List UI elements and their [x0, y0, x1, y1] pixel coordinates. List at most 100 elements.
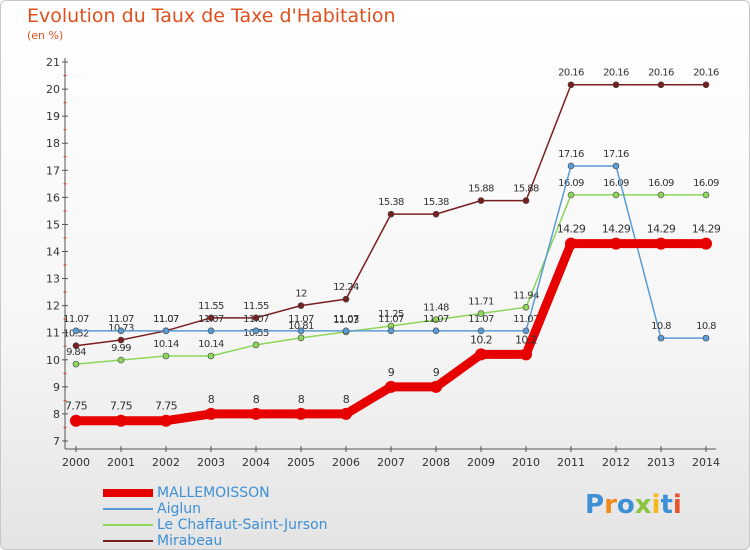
point-mirabeau — [342, 295, 350, 303]
x-tick-label: 2014 — [692, 456, 720, 469]
point-aiglun — [387, 327, 395, 335]
point-mallemoisson — [700, 237, 712, 250]
x-tick-label: 2000 — [62, 456, 90, 469]
data-label-le-chaffaut-saint-jurson: 10.14 — [198, 339, 224, 350]
x-tick-label: 2002 — [152, 456, 180, 469]
data-label-aiglun: 11.07 — [108, 314, 134, 325]
data-label-aiglun: 17.16 — [603, 149, 629, 160]
x-tick-label: 2009 — [467, 456, 495, 469]
point-aiglun — [72, 327, 80, 335]
x-tick-label: 2006 — [332, 456, 360, 469]
x-tick-label: 2012 — [602, 456, 630, 469]
data-label-aiglun: 11.07 — [513, 314, 539, 325]
point-mallemoisson — [655, 237, 667, 250]
data-label-mallemoisson: 14.29 — [602, 223, 631, 236]
y-tick-label: 21 — [46, 56, 60, 69]
data-label-mirabeau: 15.38 — [378, 197, 404, 208]
data-label-mallemoisson: 8 — [343, 393, 350, 406]
data-label-mallemoisson: 14.29 — [557, 223, 586, 236]
point-aiglun — [252, 327, 260, 335]
chart-subtitle: (en %) — [27, 29, 64, 42]
data-label-mirabeau: 12.24 — [333, 282, 359, 293]
point-aiglun — [657, 334, 665, 342]
point-mallemoisson — [475, 348, 487, 361]
legend-label-aiglun: Aiglun — [157, 501, 201, 517]
point-aiglun — [477, 327, 485, 335]
y-tick-label: 15 — [46, 218, 60, 231]
data-label-le-chaffaut-saint-jurson: 16.09 — [558, 178, 584, 189]
point-mirabeau — [432, 210, 440, 218]
point-mallemoisson — [70, 414, 82, 427]
data-label-aiglun: 10.8 — [651, 321, 671, 332]
data-label-mirabeau: 20.16 — [648, 68, 674, 79]
data-label-mallemoisson: 8 — [253, 393, 260, 406]
data-label-mallemoisson: 8 — [208, 393, 215, 406]
data-label-le-chaffaut-saint-jurson: 16.09 — [693, 178, 719, 189]
point-aiglun — [117, 327, 125, 335]
data-label-aiglun: 11.07 — [288, 314, 314, 325]
data-label-le-chaffaut-saint-jurson: 10.81 — [288, 321, 314, 332]
point-mirabeau — [477, 197, 485, 204]
data-label-aiglun: 11.07 — [378, 314, 404, 325]
data-label-mirabeau: 11.55 — [243, 301, 269, 312]
data-label-mallemoisson: 10.2 — [470, 333, 492, 346]
point-mirabeau — [702, 81, 710, 89]
point-aiglun — [162, 327, 170, 335]
legend-swatch-aiglun — [103, 508, 153, 510]
y-tick-label: 9 — [53, 381, 60, 394]
point-le-chaffaut-saint-jurson — [702, 191, 710, 199]
data-label-mallemoisson: 7.75 — [155, 400, 178, 413]
point-mallemoisson — [250, 407, 262, 420]
point-mallemoisson — [610, 237, 622, 250]
data-label-mallemoisson: 7.75 — [110, 400, 133, 413]
point-aiglun — [702, 334, 710, 342]
chart-title: Evolution du Taux de Taxe d'Habitation — [27, 5, 396, 27]
data-label-mallemoisson: 10.2 — [515, 333, 537, 346]
y-tick-label: 10 — [46, 354, 60, 367]
data-label-aiglun: 11.07 — [243, 314, 269, 325]
proxiti-logo: Proxiti — [585, 490, 682, 520]
data-label-le-chaffaut-saint-jurson: 11.25 — [378, 309, 404, 320]
data-label-mirabeau: 20.16 — [603, 68, 629, 79]
x-tick-label: 2008 — [422, 456, 450, 469]
legend-swatch-le-chaffaut — [103, 524, 153, 526]
data-label-aiglun: 10.8 — [696, 321, 716, 332]
y-tick-label: 17 — [46, 164, 60, 177]
point-le-chaffaut-saint-jurson — [297, 334, 305, 342]
x-tick-label: 2004 — [242, 456, 270, 469]
y-tick-label: 13 — [46, 273, 60, 286]
x-tick-label: 2005 — [287, 456, 315, 469]
point-aiglun — [297, 327, 305, 335]
legend-label-mallemoisson: MALLEMOISSON — [157, 485, 270, 501]
data-label-mallemoisson: 9 — [433, 366, 440, 379]
data-label-mirabeau: 12 — [295, 289, 307, 300]
point-le-chaffaut-saint-jurson — [432, 316, 440, 324]
point-mallemoisson — [565, 237, 577, 250]
data-label-le-chaffaut-saint-jurson: 11.94 — [513, 290, 539, 301]
point-mirabeau — [522, 197, 530, 204]
x-tick-label: 2001 — [107, 456, 135, 469]
x-tick-label: 2003 — [197, 456, 225, 469]
point-mallemoisson — [160, 414, 172, 427]
data-label-mirabeau: 10.52 — [63, 329, 89, 340]
y-tick-label: 12 — [46, 300, 60, 313]
y-tick-label: 11 — [46, 327, 60, 340]
point-mirabeau — [297, 302, 305, 309]
data-label-le-chaffaut-saint-jurson: 16.09 — [603, 178, 629, 189]
legend-label-le-chaffaut: Le Chaffaut-Saint-Jurson — [157, 517, 328, 533]
data-label-aiglun: 11.07 — [468, 314, 494, 325]
data-label-le-chaffaut-saint-jurson: 10.14 — [153, 339, 179, 350]
point-le-chaffaut-saint-jurson — [117, 356, 125, 364]
data-label-aiglun: 11.07 — [423, 314, 449, 325]
point-mallemoisson — [295, 407, 307, 420]
point-mirabeau — [657, 81, 665, 89]
point-le-chaffaut-saint-jurson — [252, 341, 260, 349]
x-tick-label: 2011 — [557, 456, 585, 469]
x-tick-label: 2013 — [647, 456, 675, 469]
data-label-mallemoisson: 14.29 — [692, 223, 721, 236]
data-label-mallemoisson: 8 — [298, 393, 305, 406]
y-tick-label: 16 — [46, 191, 60, 204]
data-label-mallemoisson: 14.29 — [647, 223, 676, 236]
point-mirabeau — [72, 342, 80, 350]
legend-swatch-mallemoisson — [103, 489, 153, 497]
